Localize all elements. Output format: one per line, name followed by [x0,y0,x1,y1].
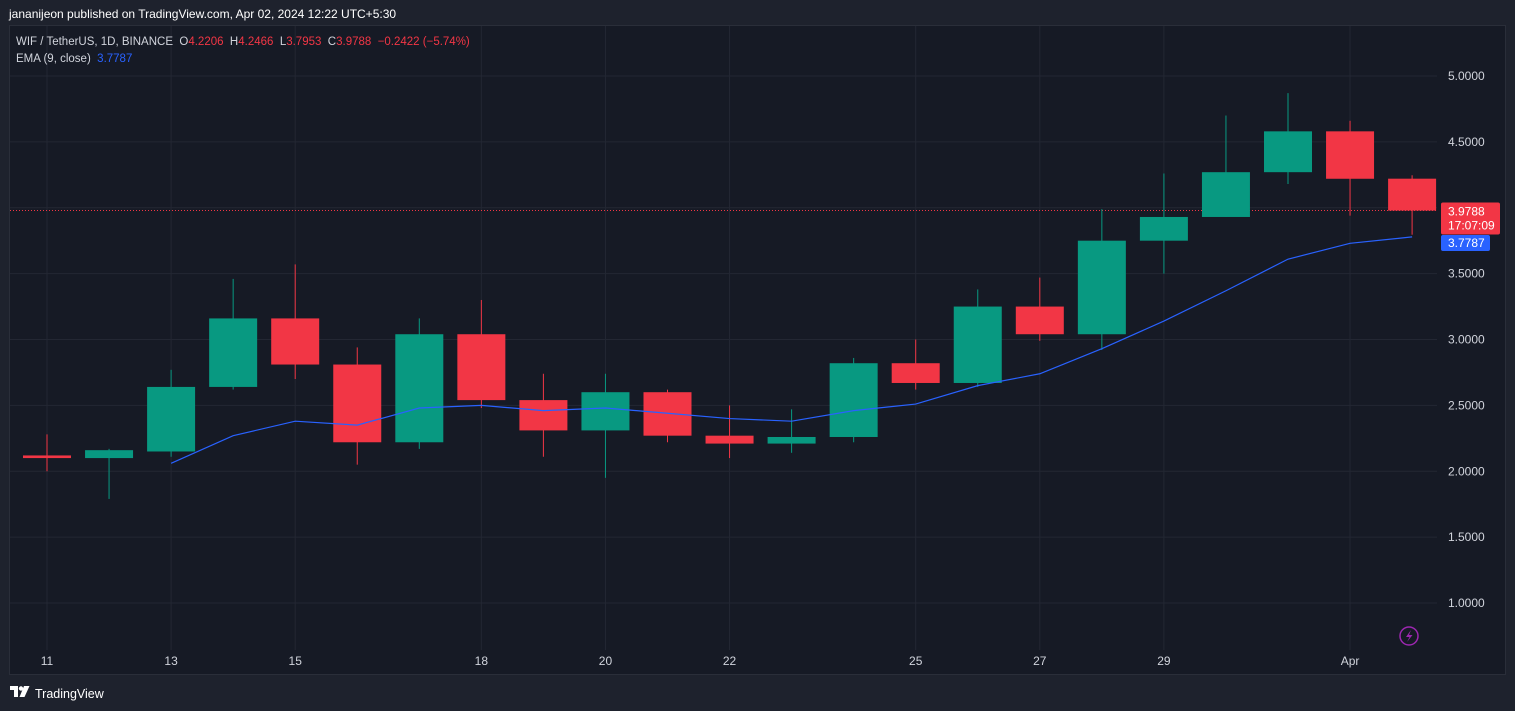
candle-body[interactable] [1201,172,1250,217]
tradingview-logo-icon[interactable] [10,686,30,701]
candle-body[interactable] [23,455,71,459]
candle-body[interactable] [1326,131,1375,179]
candle[interactable] [1326,120,1375,216]
x-tick-label: 22 [723,654,737,668]
footer: TradingView [10,686,104,701]
candle[interactable] [209,278,258,390]
high-value: 4.2466 [238,36,274,48]
ema-price-label: 3.7787 [1448,236,1485,250]
candle-body[interactable] [1015,306,1064,335]
candle-body[interactable] [457,334,506,401]
x-tick-label: 15 [289,654,303,668]
x-tick-label: Apr [1341,654,1360,668]
y-tick-label: 1.5000 [1448,530,1485,544]
chart-legend: WIF / TetherUS, 1D, BINANCE O4.2206 H4.2… [16,34,470,68]
y-tick-label: 3.5000 [1448,267,1485,281]
candle[interactable] [581,373,630,478]
candle-body[interactable] [395,334,444,443]
candle[interactable] [643,389,692,443]
candle[interactable] [1077,209,1126,351]
ema-label[interactable]: EMA (9, close) [16,53,91,65]
lightning-icon[interactable] [1399,626,1419,646]
y-tick-label: 5.0000 [1448,69,1485,83]
candle[interactable] [1139,173,1188,274]
chart-panel[interactable] [9,25,1506,675]
candle-body[interactable] [1139,216,1188,241]
candle-body[interactable] [271,318,320,365]
countdown-label: 17:07:09 [1448,219,1495,233]
low-label: L [279,36,287,48]
x-tick-label: 29 [1157,654,1171,668]
candle[interactable] [271,264,320,380]
y-tick-label: 2.0000 [1448,464,1485,478]
candle[interactable] [23,434,71,472]
candle[interactable] [1388,175,1437,235]
x-tick-label: 13 [164,654,178,668]
legend-ema-row: EMA (9, close) 3.7787 [16,51,470,68]
candle[interactable] [1201,115,1250,217]
candle-body[interactable] [705,435,754,444]
close-value: 3.9788 [336,36,372,48]
x-tick-label: 11 [41,654,54,668]
candle-body[interactable] [1077,240,1126,335]
y-tick-label: 4.5000 [1448,135,1485,149]
candle-body[interactable] [1264,131,1312,173]
candle-body[interactable] [767,436,816,444]
x-tick-label: 27 [1033,654,1047,668]
candle[interactable] [457,299,506,409]
candles [23,93,1437,499]
candle-body[interactable] [953,306,1002,383]
ema-value: 3.7787 [97,53,133,65]
candle[interactable] [767,409,816,453]
close-label: C [327,36,337,48]
candle[interactable] [829,357,878,443]
candle-body[interactable] [581,392,630,431]
last-price-label: 3.9788 [1448,205,1485,219]
candle-body[interactable] [85,450,134,459]
candle[interactable] [395,318,444,449]
x-tick-label: 25 [909,654,923,668]
candle-body[interactable] [891,363,940,383]
change-value: −0.2422 (−5.74%) [377,36,470,48]
legend-ohlc-row: WIF / TetherUS, 1D, BINANCE O4.2206 H4.2… [16,34,470,51]
symbol-label[interactable]: WIF / TetherUS, 1D, BINANCE [16,36,173,48]
x-tick-label: 20 [599,654,613,668]
high-label: H [229,36,239,48]
candle-body[interactable] [519,400,568,431]
candle[interactable] [147,369,196,457]
candle[interactable] [953,289,1002,387]
ema-price-tag [1441,235,1490,251]
ema-line [170,236,1413,464]
low-value: 3.7953 [286,36,322,48]
candle-body[interactable] [1388,178,1437,211]
x-tick-label: 18 [475,654,489,668]
open-label: O [179,36,189,48]
candle-body[interactable] [643,392,692,436]
last-price-tag [1441,202,1500,235]
y-tick-label: 2.5000 [1448,398,1485,412]
candle[interactable] [519,373,568,457]
y-tick-label: 1.0000 [1448,596,1485,610]
candle[interactable] [333,347,382,465]
candle[interactable] [1015,277,1064,341]
candle[interactable] [891,339,940,390]
candle[interactable] [705,405,754,459]
candle[interactable] [1264,93,1312,185]
published-line: jananijeon published on TradingView.com,… [9,7,397,21]
candle-body[interactable] [333,364,382,443]
candle-body[interactable] [209,318,258,387]
open-value: 4.2206 [188,36,224,48]
candle[interactable] [85,448,134,499]
candle-body[interactable] [829,363,878,437]
candle-body[interactable] [147,386,196,452]
y-tick-label: 3.0000 [1448,333,1485,347]
brand-name[interactable]: TradingView [35,686,104,701]
